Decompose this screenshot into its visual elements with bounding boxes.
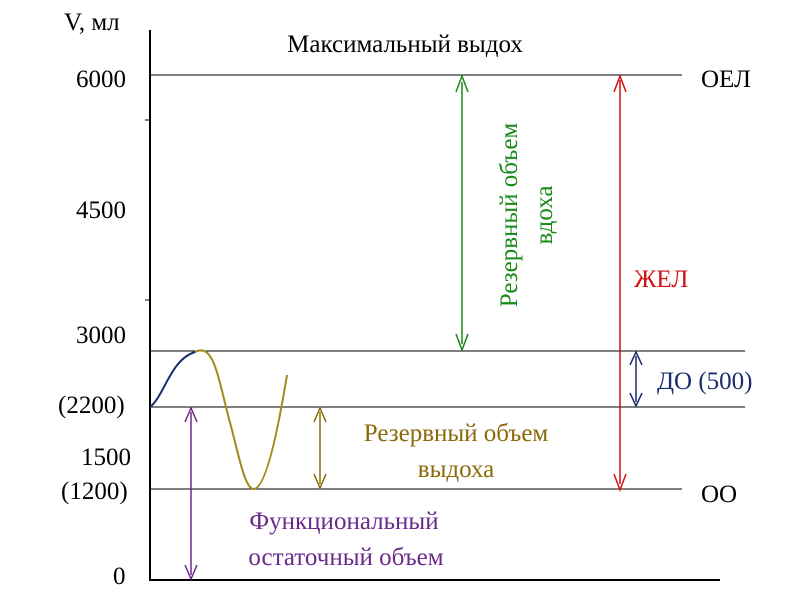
reserve-exhale-label-line1: Резервный объем xyxy=(364,420,549,447)
zhel-arrow xyxy=(613,73,627,493)
tick-label-1200: (1200) xyxy=(61,478,128,505)
reserve-exhale-label-line2: выдоха xyxy=(418,456,494,483)
zhel-label: ЖЕЛ xyxy=(634,266,688,293)
breathing-curve-rise xyxy=(149,351,196,408)
frc-label-line2: остаточный объем xyxy=(248,544,443,571)
diagram-title: Максимальный выдох xyxy=(287,31,523,58)
tidal-volume-label: ДО (500) xyxy=(657,368,753,395)
y-axis-label: V, мл xyxy=(64,9,120,36)
tick-label-4500: 4500 xyxy=(76,197,126,224)
reserve-inhale-arrow xyxy=(455,73,469,353)
tick-label-0: 0 xyxy=(113,563,126,590)
tick-label-1500: 1500 xyxy=(81,444,131,471)
tick-label-6000: 6000 xyxy=(76,66,126,93)
frc-label-line1: Функциональный xyxy=(249,508,438,535)
frc-arrow xyxy=(184,406,198,581)
oo-label: ОО xyxy=(701,481,737,508)
tick-label-3000: 3000 xyxy=(76,322,126,349)
reserve-inhale-label-line1: Резервный объем xyxy=(496,123,523,308)
oel-label: ОЕЛ xyxy=(701,66,751,93)
reserve-inhale-label-line2: вдоха xyxy=(531,185,558,244)
breathing-curve xyxy=(194,349,288,490)
reserve-exhale-arrow xyxy=(313,406,327,490)
tick-label-2200: (2200) xyxy=(58,392,125,419)
tidal-volume-arrow xyxy=(629,350,643,408)
